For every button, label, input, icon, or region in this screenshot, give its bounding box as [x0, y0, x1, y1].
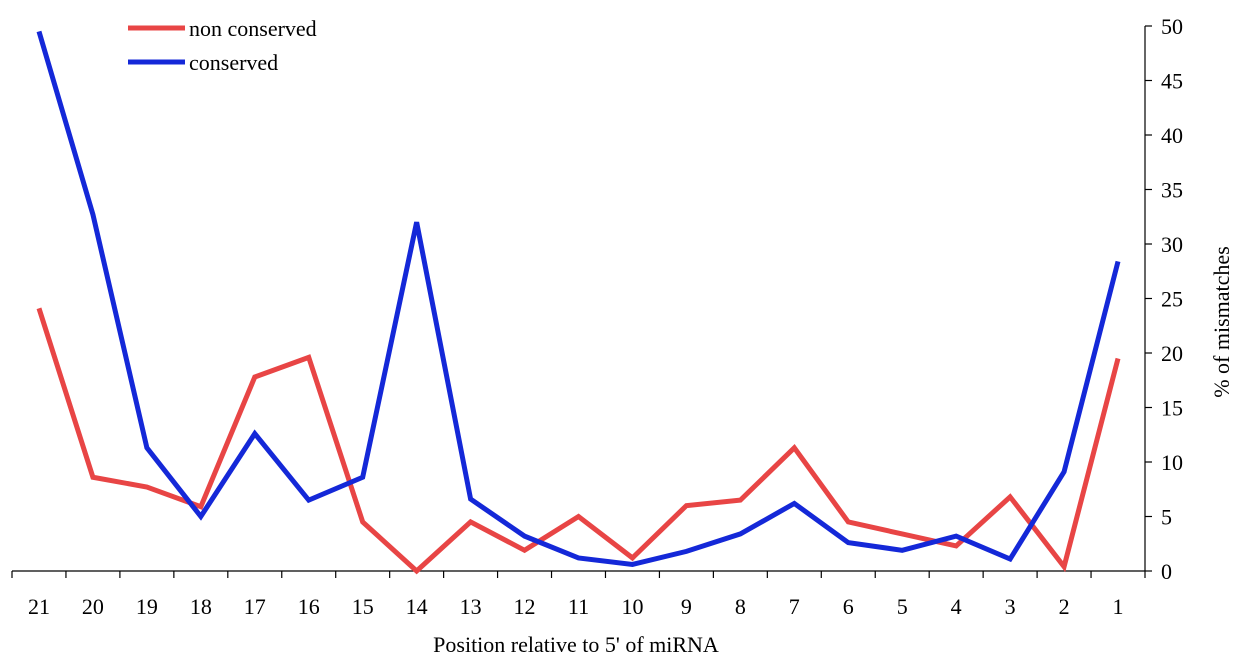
x-tick-label: 3 — [1005, 594, 1016, 619]
y-tick-label: 20 — [1161, 341, 1183, 366]
x-tick-label: 18 — [190, 594, 212, 619]
legend: non conserved conserved — [128, 16, 317, 75]
legend-label-conserved: conserved — [189, 50, 278, 75]
x-tick-label: 14 — [406, 594, 428, 619]
x-tick-label: 9 — [681, 594, 692, 619]
y-tick-label: 40 — [1161, 123, 1183, 148]
x-tick-label: 8 — [735, 594, 746, 619]
y-tick-label: 25 — [1161, 287, 1183, 312]
legend-label-non-conserved: non conserved — [189, 16, 317, 41]
x-tick-label: 16 — [298, 594, 320, 619]
x-tick-label: 12 — [514, 594, 536, 619]
x-tick-label: 11 — [568, 594, 589, 619]
x-tick-label: 13 — [460, 594, 482, 619]
y-tick-label: 30 — [1161, 232, 1183, 257]
x-axis-title: Position relative to 5' of miRNA — [433, 632, 719, 657]
y-tick-label: 50 — [1161, 14, 1183, 39]
y-tick-label: 45 — [1161, 69, 1183, 94]
y-tick-label: 5 — [1161, 505, 1172, 530]
y-tick-label: 35 — [1161, 178, 1183, 203]
y-tick-label: 15 — [1161, 396, 1183, 421]
y-axis-title: % of mismatches — [1209, 246, 1234, 398]
x-tick-label: 2 — [1059, 594, 1070, 619]
series-line-non-conserved — [36, 307, 1121, 575]
series-lines — [36, 30, 1121, 575]
y-axis-ticks: 0 5 10 15 20 25 30 35 40 45 50 — [1145, 14, 1183, 584]
y-tick-label: 10 — [1161, 450, 1183, 475]
x-tick-label: 17 — [244, 594, 266, 619]
x-tick-label: 10 — [621, 594, 643, 619]
x-tick-label: 20 — [82, 594, 104, 619]
series-line-conserved — [36, 30, 1121, 567]
x-tick-label: 4 — [951, 594, 962, 619]
y-tick-label: 0 — [1161, 559, 1172, 584]
x-tick-label: 6 — [843, 594, 854, 619]
x-tick-label: 1 — [1113, 594, 1124, 619]
x-tick-label: 19 — [136, 594, 158, 619]
x-tick-label: 7 — [789, 594, 800, 619]
x-tick-label: 5 — [897, 594, 908, 619]
x-tick-label: 21 — [28, 594, 50, 619]
x-axis-ticks: 21 20 19 18 17 16 15 14 13 12 11 10 9 8 7 6 5 4 3 2 1 — [11, 571, 1146, 619]
x-tick-label: 15 — [352, 594, 374, 619]
